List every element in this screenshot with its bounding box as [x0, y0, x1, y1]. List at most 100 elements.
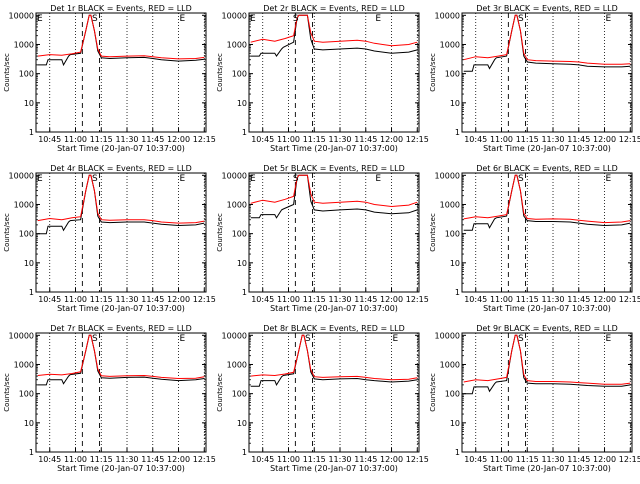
- series-lld-line: [250, 14, 418, 47]
- series-lld-line: [37, 334, 205, 380]
- x-tick-label: 12:15: [406, 295, 429, 304]
- x-tick-label: 11:15: [303, 295, 326, 304]
- x-tick-label: 11:00: [64, 455, 87, 464]
- panel-title: Det 8r BLACK = Events, RED = LLD: [263, 324, 405, 333]
- x-tick-label: 11:00: [490, 455, 513, 464]
- marker-label: S: [92, 174, 98, 184]
- panel-title: Det 6r BLACK = Events, RED = LLD: [476, 164, 618, 173]
- x-tick-label: 11:15: [303, 135, 326, 144]
- marker-label: S: [92, 334, 98, 344]
- panel-title: Det 4r BLACK = Events, RED = LLD: [50, 164, 192, 173]
- x-tick-label: 11:30: [115, 295, 138, 304]
- y-tick-label: 1: [242, 128, 247, 137]
- marker-label: E: [250, 14, 256, 24]
- x-tick-label: 11:00: [490, 295, 513, 304]
- x-tick-label: 11:45: [141, 295, 164, 304]
- x-tick-label: 10:45: [38, 295, 61, 304]
- x-axis-label: Start Time (20-Jan-07 10:37:00): [270, 304, 398, 313]
- y-tick-label: 10: [24, 99, 34, 108]
- y-tick-label: 10000: [9, 171, 34, 180]
- marker-label: S: [92, 14, 98, 24]
- x-axis-label: Start Time (20-Jan-07 10:37:00): [483, 144, 611, 153]
- y-tick-label: 10: [237, 259, 247, 268]
- y-tick-label: 1: [242, 448, 247, 457]
- x-tick-label: 12:15: [619, 455, 640, 464]
- x-tick-label: 11:15: [303, 455, 326, 464]
- marker-label: E: [606, 174, 612, 184]
- plot-frame: [248, 12, 420, 133]
- panel-title: Det 7r BLACK = Events, RED = LLD: [50, 324, 192, 333]
- x-tick-label: 11:15: [90, 455, 113, 464]
- x-tick-label: 11:15: [90, 135, 113, 144]
- series-lld-line: [463, 334, 631, 385]
- y-tick-label: 1000: [14, 360, 34, 369]
- marker-label: E: [375, 174, 381, 184]
- x-tick-label: 11:30: [541, 135, 564, 144]
- y-tick-label: 10: [237, 419, 247, 428]
- y-tick-label: 10: [24, 259, 34, 268]
- y-tick-label: 1: [29, 448, 34, 457]
- y-tick-label: 1: [242, 288, 247, 297]
- marker-label: E: [37, 14, 43, 24]
- x-axis-label: Start Time (20-Jan-07 10:37:00): [483, 304, 611, 313]
- x-tick-label: 11:30: [328, 295, 351, 304]
- x-tick-label: 11:30: [541, 295, 564, 304]
- series-lld-line: [463, 174, 631, 224]
- x-tick-label: 11:45: [567, 455, 590, 464]
- y-axis-label: Counts/sec: [3, 53, 11, 92]
- marker-label: E: [180, 14, 186, 24]
- x-tick-label: 11:00: [64, 295, 87, 304]
- y-tick-label: 1000: [14, 40, 34, 49]
- marker-label: E: [375, 14, 381, 24]
- x-tick-label: 11:30: [328, 135, 351, 144]
- x-tick-label: 12:00: [167, 455, 190, 464]
- y-tick-label: 100: [445, 230, 460, 239]
- marker-label: E: [393, 334, 399, 344]
- series-lld-line: [250, 334, 418, 381]
- x-tick-label: 12:15: [193, 295, 216, 304]
- y-tick-label: 10000: [435, 171, 460, 180]
- plot-frame: [35, 12, 207, 133]
- x-tick-label: 11:45: [354, 135, 377, 144]
- y-tick-label: 1000: [227, 360, 247, 369]
- marker-label: E: [37, 174, 43, 184]
- x-tick-label: 10:45: [251, 135, 274, 144]
- x-tick-label: 12:00: [593, 455, 616, 464]
- y-tick-label: 10000: [9, 331, 34, 340]
- x-axis-label: Start Time (20-Jan-07 10:37:00): [57, 464, 185, 473]
- y-tick-label: 100: [19, 70, 34, 79]
- y-tick-label: 100: [232, 390, 247, 399]
- x-axis-label: Start Time (20-Jan-07 10:37:00): [270, 144, 398, 153]
- series-events-line: [463, 334, 631, 395]
- y-tick-label: 1: [29, 128, 34, 137]
- x-tick-label: 10:45: [464, 295, 487, 304]
- x-tick-label: 12:15: [619, 135, 640, 144]
- panel-title: Det 1r BLACK = Events, RED = LLD: [50, 4, 192, 13]
- y-axis-label: Counts/sec: [429, 53, 437, 92]
- panel-title: Det 3r BLACK = Events, RED = LLD: [476, 4, 618, 13]
- x-tick-label: 11:00: [64, 135, 87, 144]
- y-tick-label: 1: [455, 128, 460, 137]
- x-tick-label: 12:15: [406, 455, 429, 464]
- x-tick-label: 12:00: [593, 135, 616, 144]
- marker-label: S: [293, 14, 299, 24]
- y-tick-label: 10: [450, 419, 460, 428]
- y-tick-label: 1: [455, 448, 460, 457]
- plot-frame: [35, 332, 207, 453]
- panel-title: Det 5r BLACK = Events, RED = LLD: [263, 164, 405, 173]
- series-lld-line: [250, 174, 418, 208]
- x-tick-label: 12:00: [380, 455, 403, 464]
- marker-label: E: [606, 14, 612, 24]
- series-lld-line: [463, 14, 631, 65]
- x-tick-label: 12:15: [193, 135, 216, 144]
- y-tick-label: 100: [19, 230, 34, 239]
- x-tick-label: 10:45: [38, 455, 61, 464]
- marker-label: S: [518, 174, 524, 184]
